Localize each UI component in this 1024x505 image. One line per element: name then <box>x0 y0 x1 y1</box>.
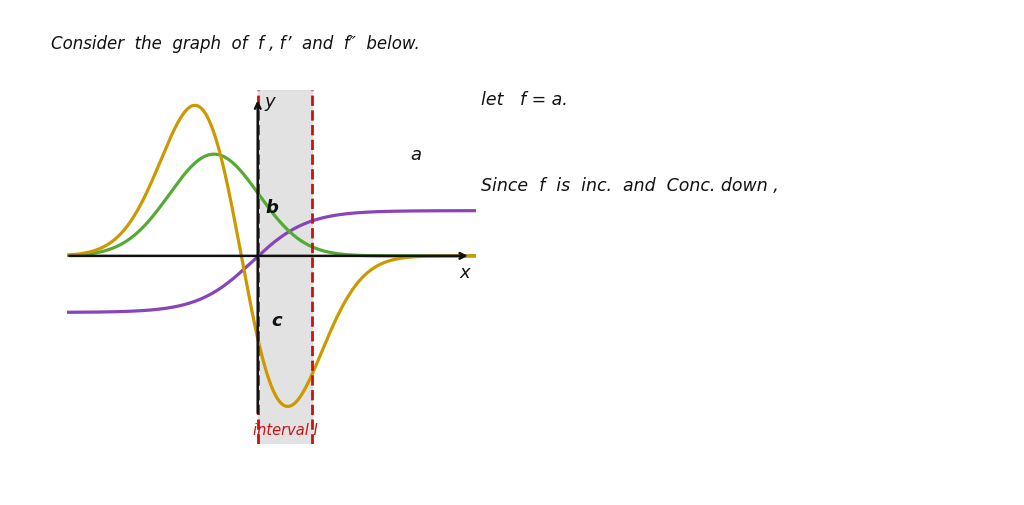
Text: b: b <box>266 198 279 217</box>
Text: let   f = a.: let f = a. <box>481 91 568 109</box>
Bar <box>258 91 312 444</box>
Text: Since  f  is  inc.  and  Conc. down ,: Since f is inc. and Conc. down , <box>481 177 779 195</box>
Text: Consider  the  graph  of  f , f’  and  f″  below.: Consider the graph of f , f’ and f″ belo… <box>51 35 420 54</box>
Text: y: y <box>264 93 275 111</box>
Text: a: a <box>411 146 422 164</box>
Text: c: c <box>271 311 282 329</box>
Text: x: x <box>460 264 471 282</box>
Text: interval I: interval I <box>253 422 317 437</box>
